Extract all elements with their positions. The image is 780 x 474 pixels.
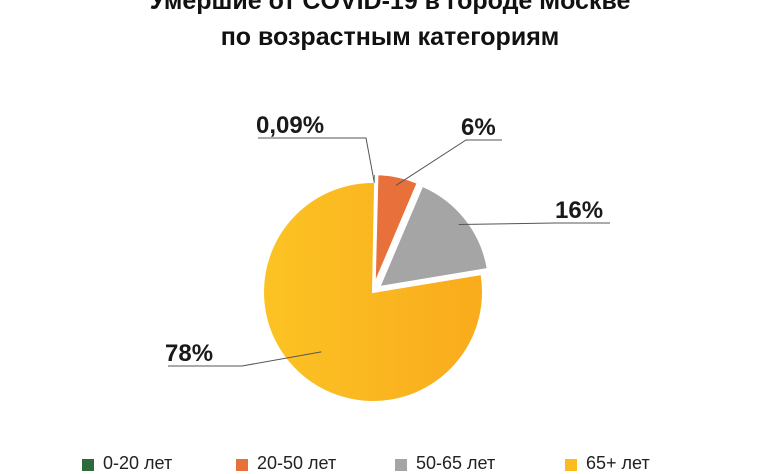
leader-line-1	[258, 137, 375, 183]
legend-item-20-50: 20-50 лет	[236, 452, 336, 474]
data-label-1: 0,09%	[256, 112, 324, 139]
legend-label-0-20: 0-20 лет	[103, 453, 173, 473]
leader-line-2	[395, 139, 502, 186]
legend-item-50-65: 50-65 лет	[395, 452, 495, 474]
legend-swatch-20-50	[236, 459, 248, 471]
legend-swatch-50-65	[395, 459, 407, 471]
pie-slice-4	[262, 181, 484, 403]
leader-line-3	[458, 222, 610, 225]
legend-label-65plus: 65+ лет	[586, 453, 650, 473]
legend-swatch-65plus	[565, 459, 577, 471]
legend-swatch-0-20	[82, 459, 94, 471]
legend-label-50-65: 50-65 лет	[416, 453, 496, 473]
leader-line-4	[168, 351, 322, 367]
chart-legend: 0-20 лет 20-50 лет 50-65 лет 65+ лет	[0, 452, 780, 473]
legend-item-0-20: 0-20 лет	[82, 452, 172, 474]
legend-label-20-50: 20-50 лет	[257, 453, 337, 473]
data-label-3: 16%	[555, 197, 603, 224]
legend-item-65plus: 65+ лет	[565, 452, 650, 474]
pie-slice-2	[373, 173, 420, 285]
data-label-4: 78%	[165, 340, 213, 367]
chart-title-line-1: Умершие от COVID-19 в городе Москве	[149, 0, 631, 15]
pie-slice-3	[377, 184, 489, 289]
chart-title-line-2: по возрастным категориям	[220, 23, 560, 51]
pie-chart: 0,09% 6% 16% 78%	[165, 112, 610, 403]
data-label-2: 6%	[461, 114, 496, 141]
